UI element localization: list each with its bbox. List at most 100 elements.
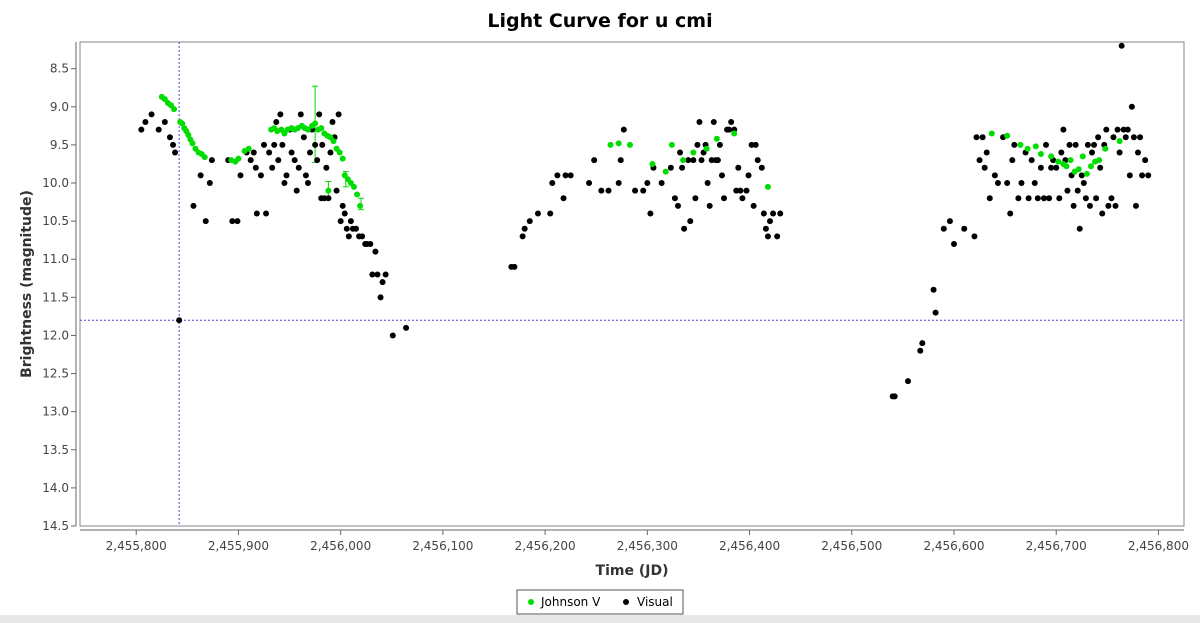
- visual-point[interactable]: [777, 210, 784, 217]
- johnson-v-point[interactable]: [1075, 166, 1082, 173]
- visual-point[interactable]: [1009, 157, 1016, 164]
- visual-point[interactable]: [1043, 141, 1049, 148]
- visual-point[interactable]: [586, 180, 593, 187]
- visual-point[interactable]: [526, 218, 533, 225]
- visual-point[interactable]: [176, 317, 183, 324]
- visual-point[interactable]: [377, 294, 384, 301]
- visual-point[interactable]: [1048, 164, 1055, 171]
- visual-point[interactable]: [253, 210, 260, 217]
- visual-point[interactable]: [591, 157, 598, 164]
- johnson-v-point[interactable]: [185, 131, 192, 138]
- visual-point[interactable]: [138, 126, 145, 133]
- visual-point[interactable]: [1053, 164, 1060, 171]
- visual-point[interactable]: [917, 347, 924, 354]
- visual-point[interactable]: [283, 172, 290, 179]
- visual-point[interactable]: [170, 141, 177, 148]
- visual-point[interactable]: [1076, 225, 1083, 232]
- visual-point[interactable]: [745, 172, 752, 179]
- visual-point[interactable]: [644, 180, 651, 187]
- johnson-v-point[interactable]: [1096, 157, 1103, 164]
- johnson-v-point[interactable]: [235, 155, 242, 162]
- visual-point[interactable]: [973, 134, 980, 141]
- johnson-v-point[interactable]: [607, 141, 614, 148]
- visual-point[interactable]: [554, 172, 561, 179]
- johnson-v-point[interactable]: [336, 149, 343, 156]
- visual-point[interactable]: [279, 141, 286, 148]
- johnson-v-point[interactable]: [662, 168, 669, 175]
- visual-point[interactable]: [1099, 210, 1106, 217]
- visual-point[interactable]: [534, 210, 541, 217]
- visual-point[interactable]: [302, 172, 309, 179]
- johnson-v-point[interactable]: [1083, 170, 1090, 177]
- visual-point[interactable]: [961, 225, 968, 232]
- visual-point[interactable]: [690, 157, 697, 164]
- visual-point[interactable]: [329, 119, 336, 126]
- visual-point[interactable]: [739, 195, 746, 202]
- johnson-v-point[interactable]: [1079, 153, 1086, 160]
- visual-point[interactable]: [647, 210, 654, 217]
- visual-point[interactable]: [1028, 157, 1035, 164]
- visual-point[interactable]: [345, 233, 352, 240]
- johnson-v-point[interactable]: [245, 145, 252, 152]
- visual-point[interactable]: [319, 141, 326, 148]
- visual-point[interactable]: [728, 119, 735, 126]
- visual-point[interactable]: [521, 225, 528, 232]
- visual-point[interactable]: [979, 134, 986, 141]
- visual-point[interactable]: [770, 210, 777, 217]
- johnson-v-point[interactable]: [731, 130, 738, 137]
- visual-point[interactable]: [1108, 195, 1115, 202]
- visual-point[interactable]: [598, 187, 605, 194]
- visual-point[interactable]: [605, 187, 612, 194]
- visual-point[interactable]: [750, 202, 757, 209]
- visual-point[interactable]: [1037, 164, 1044, 171]
- visual-point[interactable]: [148, 111, 155, 118]
- visual-point[interactable]: [1097, 164, 1104, 171]
- johnson-v-point[interactable]: [713, 135, 720, 142]
- visual-point[interactable]: [257, 172, 264, 179]
- visual-point[interactable]: [675, 202, 681, 209]
- visual-point[interactable]: [1135, 149, 1141, 156]
- visual-point[interactable]: [1137, 134, 1144, 141]
- johnson-v-point[interactable]: [680, 157, 687, 164]
- visual-point[interactable]: [325, 195, 332, 202]
- johnson-v-point[interactable]: [1037, 151, 1044, 158]
- visual-point[interactable]: [1018, 180, 1025, 187]
- visual-point[interactable]: [372, 248, 379, 255]
- visual-point[interactable]: [295, 164, 302, 171]
- visual-point[interactable]: [314, 157, 321, 164]
- visual-point[interactable]: [202, 218, 209, 225]
- visual-point[interactable]: [714, 157, 721, 164]
- visual-point[interactable]: [1093, 195, 1100, 202]
- johnson-v-point[interactable]: [1017, 141, 1024, 148]
- visual-point[interactable]: [1007, 210, 1014, 217]
- visual-point[interactable]: [1126, 172, 1133, 179]
- visual-point[interactable]: [615, 180, 622, 187]
- johnson-v-point[interactable]: [201, 154, 208, 161]
- visual-point[interactable]: [323, 164, 330, 171]
- visual-point[interactable]: [1128, 103, 1135, 110]
- visual-point[interactable]: [971, 233, 978, 240]
- visual-point[interactable]: [234, 218, 241, 225]
- visual-point[interactable]: [1015, 195, 1022, 202]
- johnson-v-point[interactable]: [350, 183, 357, 190]
- visual-point[interactable]: [266, 149, 273, 156]
- visual-point[interactable]: [337, 218, 344, 225]
- visual-point[interactable]: [269, 164, 276, 171]
- visual-point[interactable]: [519, 233, 526, 240]
- visual-point[interactable]: [774, 233, 781, 240]
- visual-point[interactable]: [263, 210, 270, 217]
- visual-point[interactable]: [353, 225, 359, 232]
- visual-point[interactable]: [1034, 195, 1041, 202]
- visual-point[interactable]: [1086, 202, 1093, 209]
- visual-point[interactable]: [1080, 180, 1087, 187]
- visual-point[interactable]: [229, 218, 236, 225]
- visual-point[interactable]: [1064, 187, 1071, 194]
- visual-point[interactable]: [379, 279, 386, 286]
- johnson-v-point[interactable]: [1055, 158, 1062, 165]
- visual-point[interactable]: [549, 180, 556, 187]
- visual-point[interactable]: [275, 157, 282, 164]
- visual-point[interactable]: [347, 218, 354, 225]
- visual-point[interactable]: [767, 218, 773, 225]
- visual-point[interactable]: [547, 210, 554, 217]
- visual-point[interactable]: [754, 157, 761, 164]
